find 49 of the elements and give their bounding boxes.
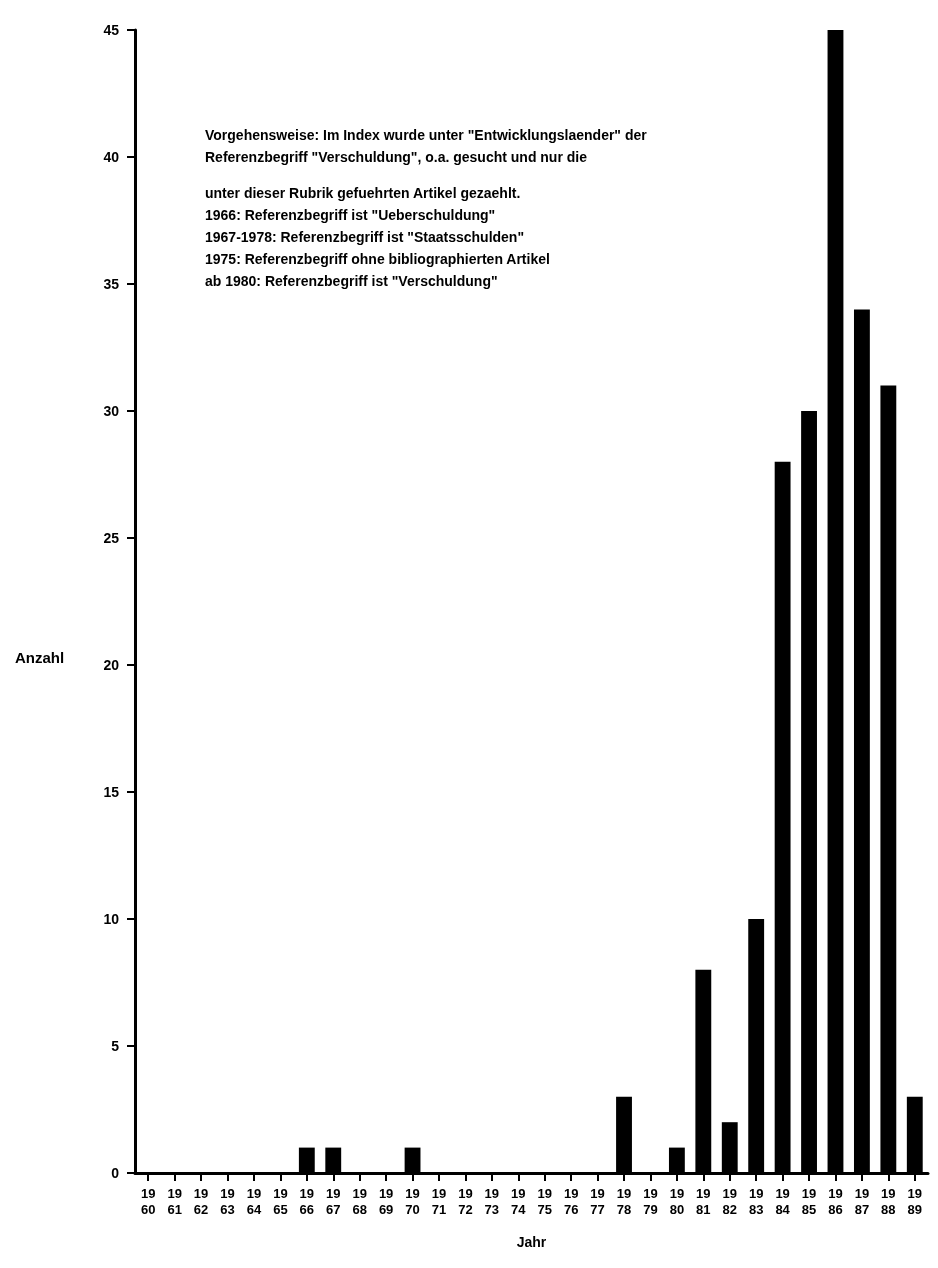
x-tick-label: 19 70: [405, 1185, 420, 1217]
x-tick-label: 19 72: [458, 1185, 473, 1217]
y-tick-label: 25: [103, 530, 120, 546]
y-tick-label: 40: [103, 149, 120, 165]
annotation: ab 1980: Referenzbegriff ist "Verschuldung": [205, 273, 498, 289]
x-tick-label: 19 65: [273, 1185, 288, 1217]
x-tick-label: 19 68: [352, 1185, 367, 1217]
annotation: 1967-1978: Referenzbegriff ist "Staatsschulden": [205, 229, 525, 245]
annotation: 1966: Referenzbegriff ist "Ueberschuldung": [205, 207, 496, 223]
x-tick-label: 19 71: [431, 1185, 447, 1217]
y-tick-label: 5: [111, 1038, 120, 1054]
x-tick-label: 19 75: [537, 1185, 552, 1217]
x-tick-label: 19 89: [907, 1185, 923, 1217]
y-tick-label: 30: [103, 403, 120, 419]
x-tick-label: 19 60: [140, 1185, 156, 1217]
x-tick-label: 19 80: [669, 1185, 685, 1217]
annotation: 1975: Referenzbegriff ohne bibliographierten Artikel: [205, 251, 550, 267]
x-tick-label: 19 64: [246, 1185, 262, 1217]
x-tick-label: 19 79: [643, 1185, 658, 1217]
x-tick-label: 19 62: [193, 1185, 209, 1217]
x-tick-label: 19 69: [378, 1185, 394, 1217]
x-tick-label: 19 83: [748, 1185, 764, 1217]
x-tick-label: 19 67: [326, 1185, 341, 1217]
x-tick-label: 19 81: [696, 1185, 711, 1217]
x-tick-label: 19 88: [881, 1185, 896, 1217]
x-tick-label: 19 77: [590, 1185, 605, 1217]
y-tick-label: 15: [103, 784, 120, 800]
x-tick-label: 19 85: [801, 1185, 817, 1217]
x-tick-label: 19 63: [220, 1185, 235, 1217]
x-tick-label: 19 82: [722, 1185, 737, 1217]
x-tick-label: 19 87: [854, 1185, 870, 1217]
annotation: Vorgehensweise: Im Index wurde unter "Entwicklungslaender" der: [205, 127, 648, 143]
x-tick-label: 19 78: [616, 1185, 632, 1217]
x-tick-label: 19 61: [167, 1185, 182, 1217]
y-tick-label: 20: [103, 657, 120, 673]
y-tick-label: 35: [103, 276, 120, 292]
x-tick-label: 19 73: [484, 1185, 500, 1217]
x-tick-label: 19 84: [775, 1185, 791, 1217]
x-tick-label: 19 76: [563, 1185, 579, 1217]
x-tick-label: 19 86: [828, 1185, 843, 1217]
x-tick-label: 19 66: [299, 1185, 315, 1217]
y-axis-title: Anzahl: [15, 649, 65, 666]
annotation: Referenzbegriff "Verschuldung", o.a. gesucht und nur die: [205, 149, 588, 165]
x-axis-title: Jahr: [516, 1234, 547, 1250]
y-tick-label: 45: [103, 22, 120, 38]
x-tick-label: 19 74: [511, 1185, 527, 1217]
y-tick-label: 0: [111, 1165, 120, 1181]
annotation: unter dieser Rubrik gefuehrten Artikel gezaehlt.: [205, 185, 521, 201]
y-tick-label: 10: [103, 911, 120, 927]
